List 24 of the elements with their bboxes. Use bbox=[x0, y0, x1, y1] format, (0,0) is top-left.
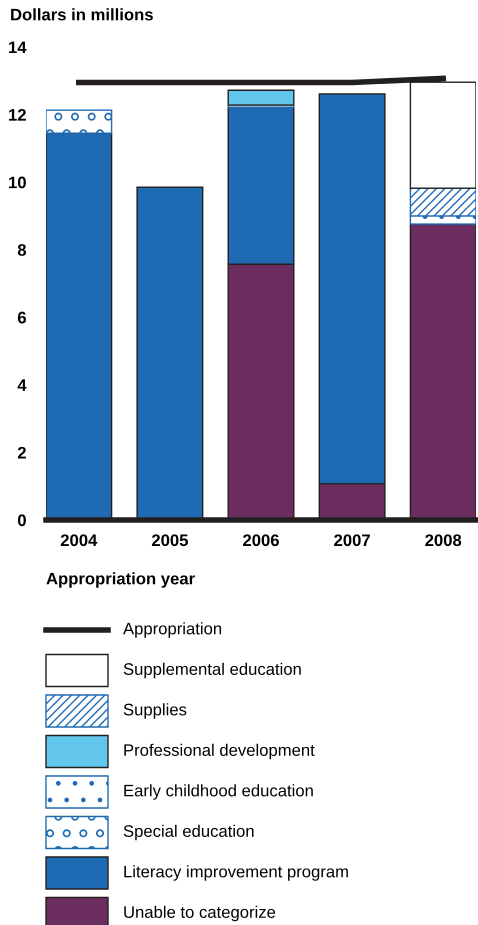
legend-label: Early childhood education bbox=[124, 784, 313, 800]
x-tick-label: 2007 bbox=[334, 534, 370, 546]
y-tick-label: 0 bbox=[18, 514, 26, 526]
legend-label: Professional development bbox=[124, 744, 315, 760]
y-axis-title: Dollars in millions bbox=[11, 8, 153, 20]
y-tick-label: 10 bbox=[9, 176, 26, 188]
legend-label: Special education bbox=[124, 824, 254, 840]
x-tick-label: 2005 bbox=[152, 534, 188, 546]
legend-label: Supplemental education bbox=[124, 662, 301, 678]
legend-label: Unable to categorize bbox=[124, 906, 276, 922]
x-axis-title: Appropriation year bbox=[46, 572, 195, 588]
x-tick-label: 2008 bbox=[425, 534, 462, 546]
y-tick-label: 2 bbox=[18, 446, 26, 458]
legend-label: Literacy improvement program bbox=[124, 865, 348, 881]
y-tick-label: 8 bbox=[18, 244, 26, 256]
y-tick-label: 14 bbox=[9, 42, 26, 54]
y-tick-label: 12 bbox=[9, 108, 26, 121]
x-tick-label: 2004 bbox=[60, 534, 98, 546]
y-tick-label: 6 bbox=[18, 312, 26, 324]
y-tick-label: 4 bbox=[18, 379, 26, 391]
bar bbox=[228, 90, 294, 106]
legend-label: Supplies bbox=[124, 703, 186, 719]
legend-label: Appropriation bbox=[123, 622, 222, 638]
x-tick-label: 2006 bbox=[243, 534, 279, 546]
